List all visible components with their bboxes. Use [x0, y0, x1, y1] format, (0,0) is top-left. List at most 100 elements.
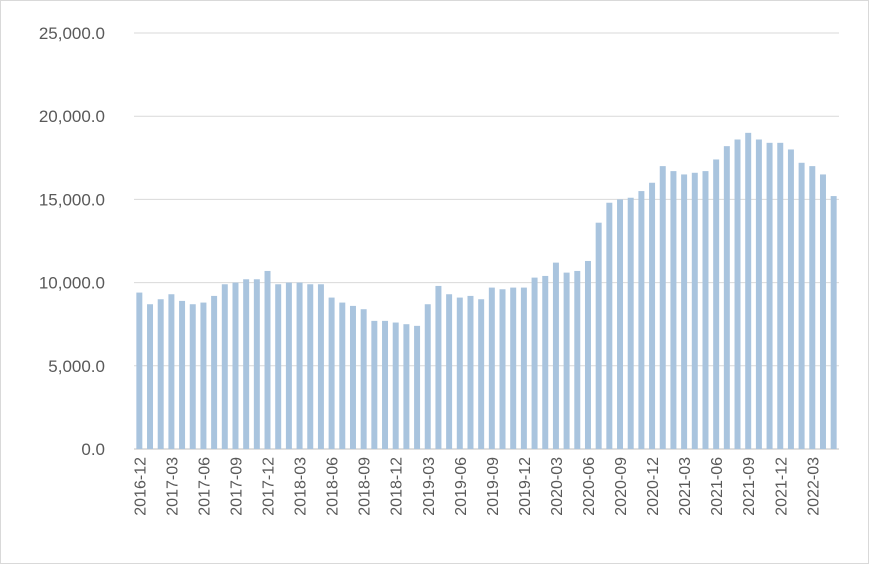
x-tick-label: 2021-03 — [677, 457, 694, 516]
bar — [414, 325, 421, 449]
x-axis-ticks: 2016-12 2017-03 2017-06 2017-09 2017-12 2018-… — [132, 457, 822, 516]
x-tick-label: 2016-12 — [132, 457, 149, 516]
bar — [371, 320, 378, 449]
bar — [339, 302, 346, 449]
bar — [382, 320, 389, 449]
x-tick-label: 2020-12 — [645, 457, 662, 516]
bar — [617, 199, 624, 449]
bar — [264, 270, 271, 449]
x-tick-label: 2019-03 — [421, 457, 438, 516]
x-tick-label: 2021-06 — [709, 457, 726, 516]
bar — [136, 292, 143, 449]
x-tick-label: 2018-12 — [389, 457, 406, 516]
bar — [830, 196, 837, 449]
bar — [349, 305, 356, 449]
bar — [670, 171, 677, 450]
bar — [243, 279, 250, 449]
x-tick-label: 2019-06 — [453, 457, 470, 516]
bar — [787, 149, 794, 450]
bar — [392, 322, 399, 449]
y-tick-label: 5,000.0 — [48, 357, 105, 376]
bar — [232, 282, 239, 449]
x-tick-label: 2017-12 — [261, 457, 278, 516]
bar — [221, 284, 228, 449]
bar — [627, 197, 634, 449]
bar — [317, 284, 324, 449]
bar — [520, 287, 527, 449]
bar — [734, 139, 741, 449]
x-tick-label: 2020-06 — [581, 457, 598, 516]
bar — [488, 287, 495, 449]
x-tick-label: 2018-06 — [325, 457, 342, 516]
bar — [691, 172, 698, 449]
bar — [798, 162, 805, 450]
bar — [819, 174, 826, 449]
bar — [552, 262, 559, 449]
bar — [211, 295, 218, 449]
bar — [809, 166, 816, 449]
x-tick-label: 2022-03 — [805, 457, 822, 516]
bar — [424, 304, 431, 449]
bar — [745, 132, 752, 449]
bar — [179, 300, 186, 449]
gridlines — [134, 32, 839, 450]
bar — [713, 159, 720, 449]
bar — [723, 146, 730, 449]
bar — [328, 297, 335, 449]
bar — [275, 284, 282, 449]
y-tick-label: 15,000.0 — [39, 190, 105, 209]
x-tick-label: 2020-09 — [613, 457, 630, 516]
bars — [136, 132, 837, 450]
bar — [200, 302, 207, 449]
bar — [681, 174, 688, 449]
bar — [755, 139, 762, 449]
bar — [542, 275, 549, 449]
y-tick-label: 20,000.0 — [39, 107, 105, 126]
bar — [253, 279, 260, 449]
x-tick-label: 2017-03 — [164, 457, 181, 516]
bar — [638, 191, 645, 449]
bar — [285, 282, 292, 449]
x-tick-label: 2017-06 — [196, 457, 213, 516]
x-tick-label: 2018-03 — [293, 457, 310, 516]
y-tick-label: 25,000.0 — [39, 24, 105, 43]
bar — [189, 304, 196, 449]
x-tick-label: 2018-09 — [357, 457, 374, 516]
bar — [456, 297, 463, 449]
bar — [168, 294, 175, 449]
bar — [307, 284, 314, 449]
x-tick-label: 2019-09 — [485, 457, 502, 516]
y-tick-label: 0.0 — [81, 440, 105, 459]
bar — [702, 171, 709, 450]
bar — [595, 222, 602, 449]
x-tick-label: 2021-09 — [741, 457, 758, 516]
x-tick-label: 2021-12 — [773, 457, 790, 516]
x-tick-label: 2019-12 — [517, 457, 534, 516]
bar — [403, 324, 410, 449]
y-tick-label: 10,000.0 — [39, 274, 105, 293]
x-tick-label: 2020-03 — [549, 457, 566, 516]
bar — [499, 289, 506, 449]
bar — [777, 142, 784, 449]
bar — [563, 272, 570, 449]
bar — [435, 285, 442, 449]
bar — [606, 202, 613, 449]
bar — [446, 294, 453, 449]
bar — [510, 287, 517, 449]
bar — [360, 309, 367, 449]
x-tick-label: 2017-09 — [228, 457, 245, 516]
bar — [531, 277, 538, 449]
bar — [584, 260, 591, 449]
bar — [478, 299, 485, 449]
bar — [766, 142, 773, 449]
y-axis-ticks: 0.0 5,000.0 10,000.0 15,000.0 20,000.0 25,000… — [39, 24, 105, 459]
bar — [296, 282, 303, 449]
bar — [649, 182, 656, 449]
bar — [147, 304, 154, 449]
bar — [157, 299, 164, 449]
bar — [574, 270, 581, 449]
bar — [659, 166, 666, 449]
bar — [467, 295, 474, 449]
